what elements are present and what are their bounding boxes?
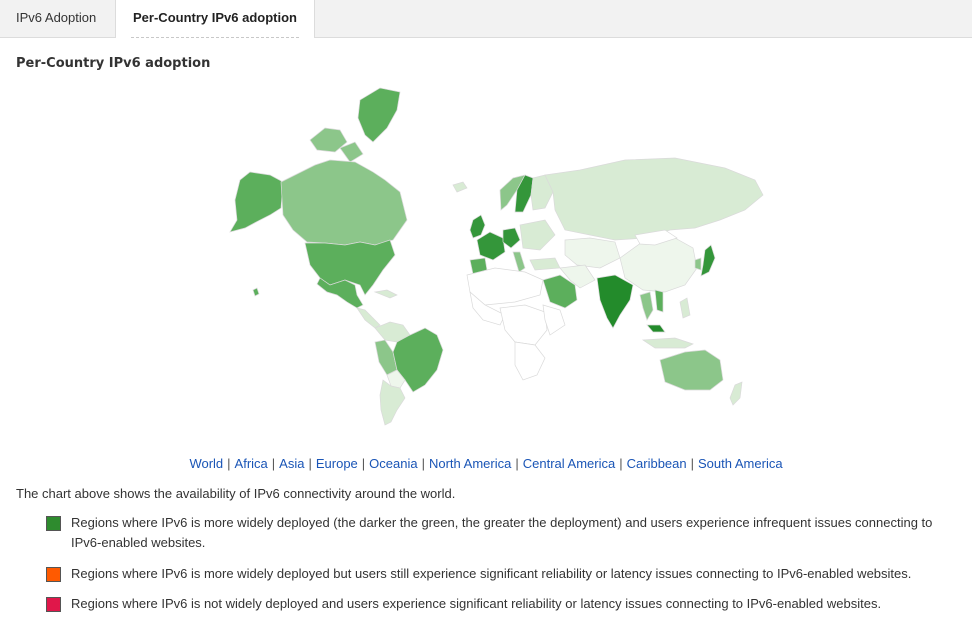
link-south-america[interactable]: South America <box>698 456 783 471</box>
country-west-africa <box>469 291 506 326</box>
country-india <box>596 274 634 329</box>
link-europe[interactable]: Europe <box>315 456 358 471</box>
tab-bar: IPv6 Adoption Per-Country IPv6 adoption <box>0 0 972 38</box>
country-southern-africa <box>514 341 546 381</box>
separator: | <box>308 456 312 471</box>
country-france <box>476 231 506 261</box>
country-central-africa <box>499 304 548 346</box>
country-east-africa <box>542 304 566 336</box>
legend-swatch-green <box>46 516 61 531</box>
country-caribbean <box>373 289 398 299</box>
link-north-america[interactable]: North America <box>428 456 512 471</box>
legend-swatch-orange <box>46 567 61 582</box>
country-canada <box>280 159 408 246</box>
country-greenland <box>357 87 401 143</box>
country-vietnam <box>654 289 664 313</box>
separator: | <box>271 456 276 471</box>
region-links: World | Africa | Asia | Europe | Oceania | North A… <box>0 456 972 471</box>
country-australia <box>659 349 724 391</box>
separator: | <box>690 456 695 471</box>
country-argentina <box>379 379 406 426</box>
country-bolivia <box>386 369 406 389</box>
country-italy <box>512 251 526 273</box>
country-philippines <box>679 297 691 319</box>
link-asia[interactable]: Asia <box>279 456 305 471</box>
link-central-america[interactable]: Central America <box>522 456 616 471</box>
country-turkey <box>529 257 561 271</box>
separator: | <box>619 456 623 471</box>
legend-text: Regions where IPv6 is not widely deploye… <box>71 596 882 611</box>
legend-text: Regions where IPv6 is more widely deploy… <box>71 515 933 550</box>
country-mexico <box>316 277 364 309</box>
country-mongolia <box>634 229 678 246</box>
world-map[interactable] <box>215 80 775 430</box>
country-canada-islands <box>309 127 364 163</box>
country-hawaii <box>252 287 260 297</box>
country-korea <box>694 257 702 271</box>
tab-label: Per-Country IPv6 adoption <box>133 10 297 25</box>
active-tab-underline <box>131 37 299 38</box>
chart-description: The chart above shows the availability o… <box>16 486 456 501</box>
page-title: Per-Country IPv6 adoption <box>16 56 211 71</box>
link-oceania[interactable]: Oceania <box>369 456 418 471</box>
separator: | <box>515 456 519 471</box>
tab-per-country-ipv6-adoption[interactable]: Per-Country IPv6 adoption <box>115 0 315 38</box>
legend-text: Regions where IPv6 is more widely deploy… <box>71 566 912 581</box>
link-africa[interactable]: Africa <box>234 456 268 471</box>
country-brazil <box>392 327 444 393</box>
country-thailand <box>639 291 654 321</box>
country-eastern-europe <box>519 219 556 251</box>
country-central-america <box>356 307 381 329</box>
country-germany <box>502 227 521 249</box>
separator: | <box>361 456 366 471</box>
link-world[interactable]: World <box>189 456 224 471</box>
country-alaska <box>229 171 284 233</box>
country-russia <box>544 157 764 241</box>
country-kazakhstan <box>564 237 621 269</box>
country-saudi-arabia <box>542 274 578 309</box>
separator: | <box>421 456 425 471</box>
country-peru <box>374 339 398 376</box>
link-caribbean[interactable]: Caribbean <box>626 456 687 471</box>
country-indonesia <box>641 337 694 349</box>
legend-swatch-red <box>46 597 61 612</box>
country-malaysia <box>646 324 666 333</box>
country-iceland <box>452 181 468 193</box>
country-new-zealand <box>729 381 743 406</box>
separator: | <box>227 456 231 471</box>
country-japan <box>700 244 716 277</box>
country-iran <box>559 264 596 289</box>
tab-ipv6-adoption[interactable]: IPv6 Adoption <box>16 10 97 25</box>
country-uk <box>469 214 486 239</box>
